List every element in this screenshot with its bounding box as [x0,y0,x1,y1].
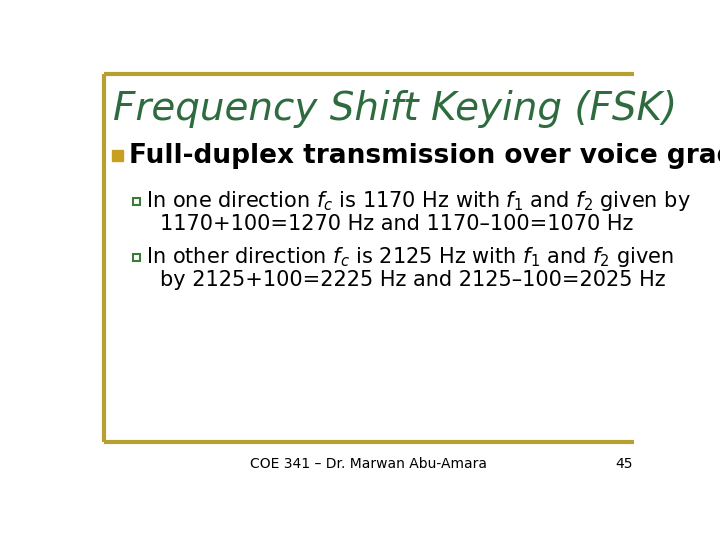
Text: Frequency Shift Keying (FSK): Frequency Shift Keying (FSK) [113,90,678,127]
Text: by 2125+100=2225 Hz and 2125–100=2025 Hz: by 2125+100=2225 Hz and 2125–100=2025 Hz [160,271,665,291]
Text: Full-duplex transmission over voice grade line: Full-duplex transmission over voice grad… [129,143,720,168]
Text: 1170+100=1270 Hz and 1170–100=1070 Hz: 1170+100=1270 Hz and 1170–100=1070 Hz [160,214,633,234]
Text: 45: 45 [615,457,632,471]
Text: COE 341 – Dr. Marwan Abu-Amara: COE 341 – Dr. Marwan Abu-Amara [251,457,487,471]
Bar [132,198,140,205]
Bar [112,150,122,161]
Text: In one direction $f_c$ is 1170 Hz with $f_1$ and $f_2$ given by: In one direction $f_c$ is 1170 Hz with $… [145,189,690,213]
Bar [132,254,140,261]
Text: In other direction $f_c$ is 2125 Hz with $f_1$ and $f_2$ given: In other direction $f_c$ is 2125 Hz with… [145,245,674,269]
